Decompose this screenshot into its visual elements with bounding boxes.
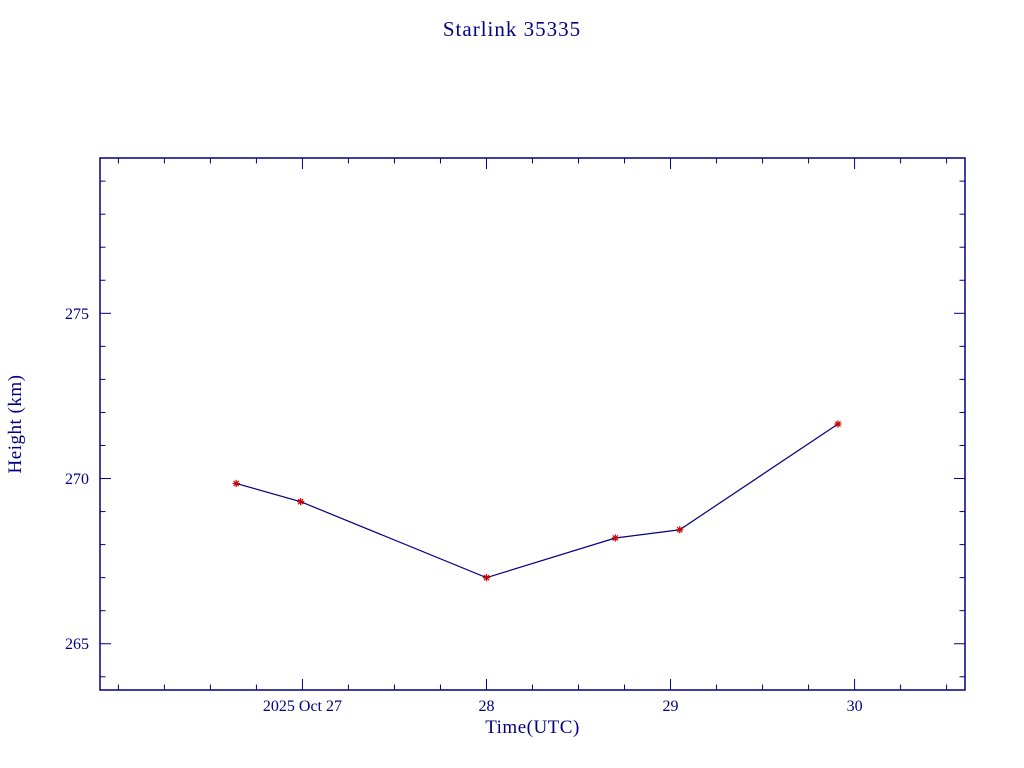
data-point-marker [483,574,490,581]
x-axis-title: Time(UTC) [485,717,580,738]
y-axis-title: Height (km) [5,374,26,474]
chart-title: Starlink 35335 [442,17,582,41]
y-tick-label: 270 [65,471,89,488]
y-tick-label: 265 [65,636,89,653]
x-tick-label: 29 [663,698,679,715]
y-tick-label: 275 [65,306,89,323]
x-tick-label: 30 [847,698,863,715]
data-point-marker [612,535,619,541]
data-point-marker [297,498,304,505]
data-point-marker [233,480,240,487]
x-tick-label: 2025 Oct 27 [263,698,342,715]
data-point-marker [676,526,683,533]
x-tick-label: 28 [478,698,494,715]
data-point-marker [835,421,841,427]
data-line [236,423,839,579]
